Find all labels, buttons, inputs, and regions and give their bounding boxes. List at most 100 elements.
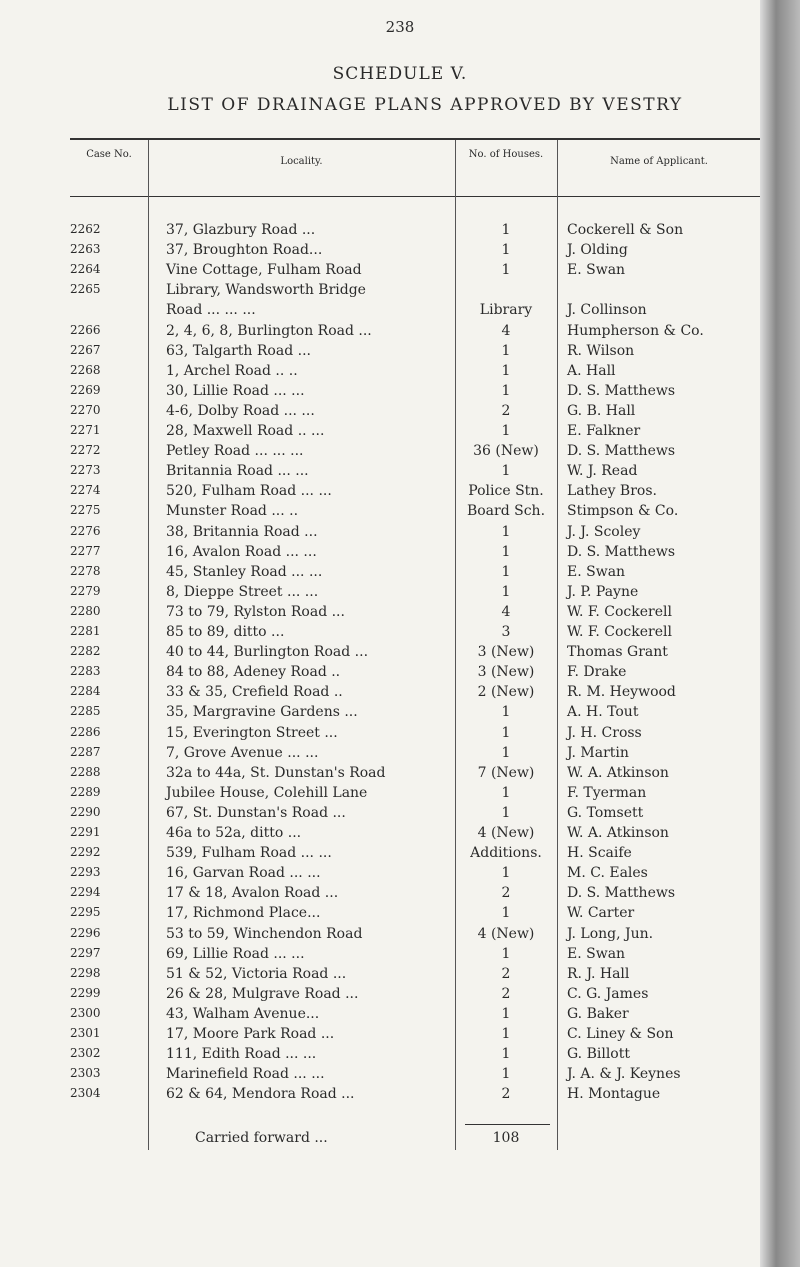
table-row: 2264 Vine Cottage, Fulham Road 1 E. Swan [60,262,780,282]
applicant-cell: W. A. Atkinson [567,825,669,841]
table-row: 2293 16, Garvan Road ... ... 1 M. C. Eales [60,865,780,885]
table-row: 2291 46a to 52a, ditto ... 4 (New) W. A. At… [60,825,780,845]
column-divider [455,140,456,1150]
header-houses: No. of Houses. [468,149,544,160]
table-row: 2290 67, St. Dunstan's Road ... 1 G. Tomset… [60,805,780,825]
locality-cell: 62 & 64, Mendora Road ... [166,1086,355,1103]
case-no-cell: 2271 [70,423,101,437]
case-no-cell: 2270 [70,402,101,417]
applicant-cell: D. S. Matthews [567,382,676,399]
case-no-cell: 2263 [70,242,101,257]
houses-cell: 4 [501,603,511,620]
houses-cell: 1 [501,1066,511,1083]
table-row: 2281 85 to 89, ditto ... 3 W. F. Cockerell [60,624,780,644]
schedule-heading: SCHEDULE V. [332,64,468,84]
locality-cell: 520, Fulham Road ... ... [166,483,332,500]
houses-cell: 1 [501,222,511,238]
case-no-cell: 2273 [70,463,101,478]
applicant-cell: J. A. & J. Keynes [567,1066,681,1083]
locality-cell: 111, Edith Road ... ... [166,1046,317,1063]
applicant-cell: E. Swan [567,262,626,279]
case-no-cell: 2262 [70,222,101,236]
table-row: 2303 Marinefield Road ... ... 1 J. A. & J. … [60,1066,780,1086]
applicant-cell: Cockerell & Son [567,222,684,238]
houses-cell: Additions. [470,845,542,862]
applicant-cell: F. Drake [567,664,627,681]
locality-cell: 53 to 59, Winchendon Road [166,925,363,942]
locality-cell: 51 & 52, Victoria Road ... [166,965,347,982]
locality-cell: 85 to 89, ditto ... [166,624,285,640]
table-row: 2300 43, Walham Avenue... 1 G. Baker [60,1006,780,1026]
locality-cell: 38, Britannia Road ... [166,523,318,540]
column-divider [557,140,558,1150]
applicant-cell: G. Baker [567,1005,629,1022]
locality-cell: 16, Garvan Road ... ... [166,865,321,882]
applicant-cell: A. H. Tout [567,704,639,721]
applicant-cell: G. B. Hall [567,402,636,419]
houses-cell: 1 [501,382,511,399]
houses-cell: 1 [501,362,511,379]
applicant-cell: D. S. Matthews [567,543,676,560]
applicant-cell: Lathey Bros. [567,483,657,500]
case-no-cell: 2297 [70,945,101,960]
applicant-cell: C. G. James [567,985,649,1002]
case-no-cell: 2298 [70,965,101,980]
houses-cell: 1 [501,563,511,580]
case-no-cell: 2294 [70,885,101,900]
locality-cell: 30, Lillie Road ... ... [166,382,305,399]
case-no-cell: 2304 [70,1086,101,1101]
locality-cell: Library, Wandsworth Bridge [166,282,366,299]
table-row: 2268 1, Archel Road .. .. 1 A. Hall [60,363,780,383]
applicant-cell: H. Montague [567,1086,661,1103]
houses-cell: 1 [501,784,511,801]
header-case-no: Case No. [86,149,132,160]
locality-cell: Marinefield Road ... ... [166,1066,325,1083]
case-no-cell: 2302 [70,1046,101,1061]
locality-cell: 69, Lillie Road ... ... [166,945,305,962]
houses-cell: 2 [501,885,511,902]
applicant-cell: D. S. Matthews [567,443,676,460]
locality-cell: 17 & 18, Avalon Road ... [166,885,339,902]
table-row: 2297 69, Lillie Road ... ... 1 E. Swan [60,946,780,966]
applicant-cell: M. C. Eales [567,865,648,882]
case-no-cell: 2296 [70,925,101,940]
table-top-rule [70,138,762,140]
houses-cell: 2 [501,402,511,419]
table-row: 2288 32a to 44a, St. Dunstan's Road 7 (New… [60,765,780,785]
case-no-cell: 2282 [70,644,101,659]
houses-cell: Police Stn. [468,483,544,500]
applicant-cell: E. Swan [567,563,626,580]
applicant-cell: E. Swan [567,945,626,962]
case-no-cell: 2288 [70,764,101,779]
houses-cell: 4 (New) [477,925,535,942]
case-no-cell: 2303 [70,1066,101,1081]
houses-cell: Board Sch. [466,503,546,520]
houses-cell: 3 (New) [477,644,535,661]
locality-cell: 17, Moore Park Road ... [166,1026,335,1042]
case-no-cell: 2277 [70,543,101,558]
table-row: 2275 Munster Road ... .. Board Sch. Stimpso… [60,503,780,523]
table-row: 2276 38, Britannia Road ... 1 J. J. Scoley [60,524,780,544]
applicant-cell: J. H. Cross [567,724,642,741]
applicant-cell: R. Wilson [567,342,635,359]
applicant-cell: W. Carter [567,905,635,922]
locality-cell: Munster Road ... .. [166,503,299,520]
table-row: 2289 Jubilee House, Colehill Lane 1 F. Tyer… [60,785,780,805]
table-row: 2270 4-6, Dolby Road ... ... 2 G. B. Hall [60,403,780,423]
applicant-cell: R. M. Heywood [567,684,676,701]
houses-cell: 1 [501,1005,511,1022]
table-row: 2292 539, Fulham Road ... ... Additions. H.… [60,845,780,865]
locality-cell: 67, St. Dunstan's Road ... [166,804,346,821]
applicant-cell: C. Liney & Son [567,1026,674,1042]
applicant-cell: W. J. Read [567,463,638,480]
locality-cell: 40 to 44, Burlington Road ... [166,644,369,661]
table-row: 2269 30, Lillie Road ... ... 1 D. S. Matthe… [60,383,780,403]
houses-cell: 1 [501,523,511,540]
applicant-cell: D. S. Matthews [567,885,676,902]
table-row: 2280 73 to 79, Rylston Road ... 4 W. F. Coc… [60,604,780,624]
case-no-cell: 2289 [70,784,101,799]
locality-cell: 28, Maxwell Road .. ... [166,423,325,439]
table-row: 2263 37, Broughton Road... 1 J. Olding [60,242,780,262]
applicant-cell: W. A. Atkinson [567,764,669,781]
